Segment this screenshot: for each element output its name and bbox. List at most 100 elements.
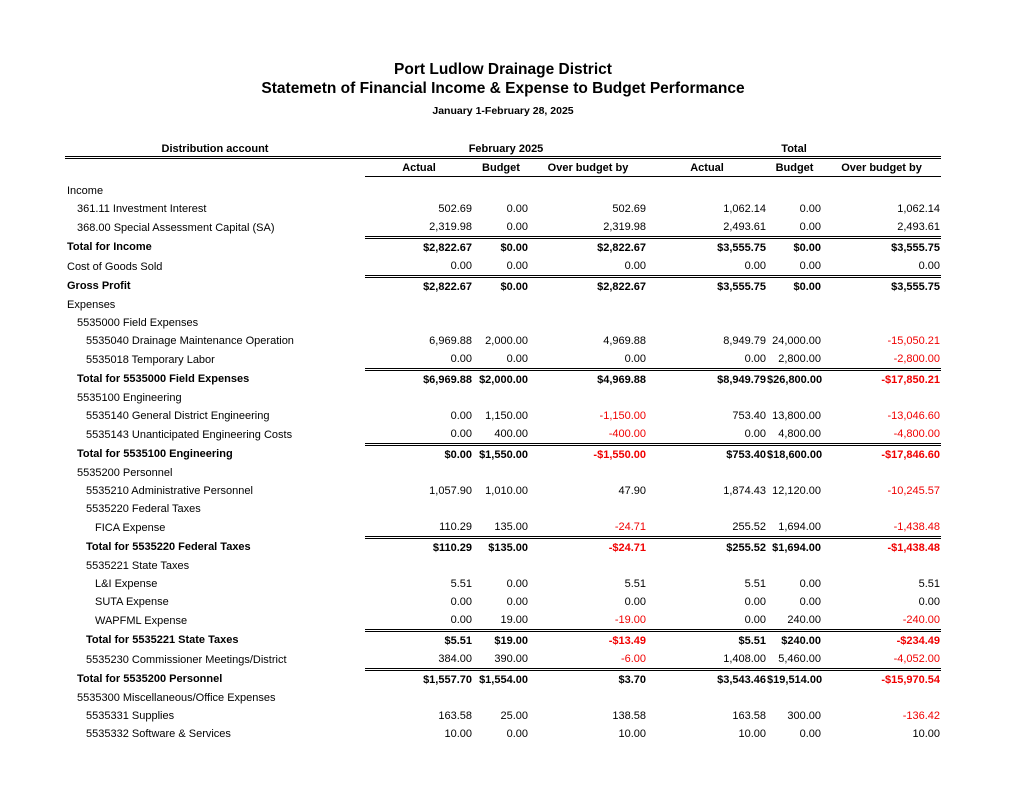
table-row: 5535100 Engineering [65,389,941,407]
amount-cell: 0.00 [799,221,822,233]
table-row: Total for 5535100 Engineering $0.00 $1,550… [65,443,942,464]
amount-cell: 1,874.43 [723,485,767,497]
amount-cell [647,389,767,407]
amount-cell [473,296,529,314]
amount-cell [822,464,941,482]
amount-cell: 0.00 [506,353,528,365]
amount-cell: -$234.49 [822,629,942,650]
amount-cell: 6,969.88 [429,335,472,347]
amount-cell [767,500,822,518]
amount-cell [365,500,473,518]
amount-cell: 502.69 [438,203,472,215]
amount-cell: 0.00 [624,260,647,272]
amount-cell: 5.51 [450,578,472,590]
account-label: 5535331 Supplies [86,710,175,722]
account-label: 5535143 Unanticipated Engineering Costs [86,428,293,441]
amount-cell [767,557,822,575]
amount-cell [365,689,473,707]
amount-cell: 0.00 [744,614,767,626]
column-header-distribution-account: Distribution account [65,141,365,159]
column-header-total-budget: Budget [767,157,823,177]
amount-cell: 13,800.00 [772,410,822,422]
amount-cell: -15,050.21 [887,335,941,347]
table-row: Total for 5535200 Personnel $1,557.70 $1,5… [65,668,942,689]
amount-cell: 0.00 [744,596,767,608]
amount-cell: $5.51 [365,629,473,650]
amount-cell: 502.69 [612,203,647,215]
table-row: FICA Expense 110.29 135.00 -24.71 255.52 1,69… [65,518,941,538]
amount-cell: $4,969.88 [529,368,648,389]
amount-cell: $8,949.79 [647,368,768,389]
table-row: 5535040 Drainage Maintenance Operation 6,… [65,332,941,350]
account-label: SUTA Expense [95,596,169,608]
account-label: 5535018 Temporary Labor [86,353,215,366]
column-group-row: Distribution account February 2025 Total [65,141,942,159]
table-row: 368.00 Special Assessment Capital (SA) 2,… [65,218,941,238]
amount-cell: $19.00 [473,629,529,650]
amount-cell: 19.00 [500,614,528,626]
amount-cell: 1,694.00 [778,521,822,533]
table-row: 5535300 Miscellaneous/Office Expenses [65,689,941,707]
amount-cell [473,464,529,482]
column-group-total: Total [647,141,942,159]
amount-cell: $0.00 [767,236,823,257]
amount-cell [767,464,822,482]
account-label: 361.11 Investment Interest [77,203,207,215]
amount-cell [529,314,647,332]
amount-cell [473,500,529,518]
amount-cell [822,389,941,407]
amount-cell: 135.00 [494,521,528,533]
amount-cell: $0.00 [365,443,473,464]
amount-cell [529,464,647,482]
amount-cell: -6.00 [620,653,647,665]
amount-cell: $5.51 [647,629,768,650]
amount-cell [473,557,529,575]
report-period: January 1-February 28, 2025 [432,105,574,117]
amount-cell [473,389,529,407]
amount-cell: 0.00 [799,728,822,740]
amount-cell [529,389,647,407]
account-label: Expenses [67,299,116,311]
amount-cell: 0.00 [799,578,822,590]
account-label: Total for 5535221 State Taxes [86,634,239,647]
amount-cell [473,177,529,201]
account-label: Total for 5535100 Engineering [77,448,233,461]
amount-cell [767,689,822,707]
amount-cell: 1,010.00 [485,485,528,497]
amount-cell: -24.71 [614,521,647,533]
amount-cell: 0.00 [744,260,767,272]
amount-cell: 138.58 [612,710,647,722]
amount-cell: 0.00 [506,728,528,740]
amount-cell: 0.00 [799,596,822,608]
amount-cell: 10.00 [444,728,472,740]
amount-cell: $6,969.88 [365,368,473,389]
amount-cell: $110.29 [365,536,473,557]
amount-cell: $1,694.00 [767,536,823,557]
table-row: 5535000 Field Expenses [65,314,941,332]
amount-cell: -$1,550.00 [529,443,648,464]
table-row: Total for 5535221 State Taxes $5.51 $19.00… [65,629,942,650]
amount-cell: $753.40 [647,443,768,464]
amount-cell: $2,822.67 [365,236,473,257]
table-row: 5535210 Administrative Personnel 1,057.90… [65,482,941,500]
amount-cell: 10.00 [912,728,941,740]
amount-cell: -$15,970.54 [822,668,942,689]
amount-cell: 0.00 [918,596,941,608]
amount-cell: 240.00 [787,614,822,626]
amount-cell: 5.51 [624,578,647,590]
account-label: 5535332 Software & Services [86,728,231,740]
account-label: Total for 5535220 Federal Taxes [86,541,251,554]
report-subtitle: Statemetn of Financial Income & Expense … [261,80,745,97]
amount-cell: -136.42 [902,710,941,722]
amount-cell: 0.00 [918,260,941,272]
amount-cell: 1,408.00 [723,653,767,665]
account-label: 5535220 Federal Taxes [86,503,201,515]
amount-cell: $2,822.67 [365,275,473,296]
account-label: 5535100 Engineering [77,392,182,404]
account-label: 5535210 Administrative Personnel [86,485,253,497]
amount-cell: -4,052.00 [893,653,941,665]
amount-cell [647,500,767,518]
account-label: Total for 5535000 Field Expenses [77,373,250,386]
account-label: Gross Profit [67,280,131,293]
